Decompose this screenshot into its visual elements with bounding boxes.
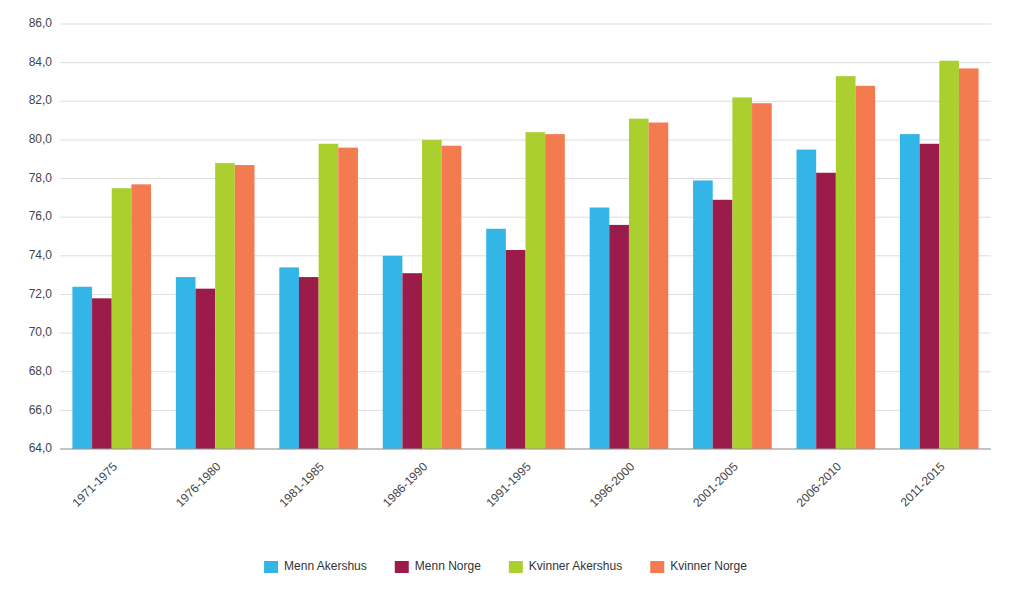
grid-line bbox=[60, 62, 991, 63]
bar-series bbox=[92, 144, 939, 449]
bar bbox=[131, 184, 151, 449]
bar-series bbox=[131, 68, 978, 449]
bar bbox=[609, 225, 629, 449]
chart-svg: 64,0 66,0 68,0 70,0 72,0 74,0 76,0 78,0 80,0 82,0… bbox=[0, 0, 1011, 589]
x-tick-label: 1981-1985 bbox=[276, 459, 327, 510]
bar bbox=[713, 200, 733, 449]
bar bbox=[442, 146, 462, 449]
bar bbox=[279, 267, 299, 449]
legend-swatch bbox=[509, 561, 523, 573]
x-axis-line bbox=[60, 449, 991, 450]
bar bbox=[732, 97, 752, 449]
bar bbox=[649, 123, 669, 449]
bar bbox=[176, 277, 196, 449]
legend-item: Menn Norge bbox=[395, 559, 481, 573]
y-tick-label: 82,0 bbox=[29, 93, 53, 107]
bar bbox=[752, 103, 772, 449]
bar bbox=[693, 180, 713, 449]
y-tick-label: 64,0 bbox=[29, 441, 53, 455]
x-tick-labels: 1971-1975 1976-1980 1981-1985 1986-1990 1991… bbox=[70, 459, 948, 510]
legend: Menn Akershus Menn Norge Kvinner Akershus K… bbox=[264, 559, 747, 573]
legend-swatch bbox=[650, 561, 664, 573]
bar bbox=[319, 144, 339, 449]
y-tick-label: 66,0 bbox=[29, 403, 53, 417]
bar bbox=[486, 229, 506, 449]
bar bbox=[215, 163, 235, 449]
y-tick-labels: 64,0 66,0 68,0 70,0 72,0 74,0 76,0 78,0 80,0 82,0… bbox=[29, 16, 53, 455]
bar bbox=[196, 289, 216, 449]
y-grid bbox=[60, 24, 991, 449]
y-tick-label: 76,0 bbox=[29, 209, 53, 223]
bar bbox=[422, 140, 442, 449]
bar bbox=[900, 134, 920, 449]
y-tick-label: 80,0 bbox=[29, 132, 53, 146]
legend-item: Kvinner Norge bbox=[650, 559, 747, 573]
bar-series bbox=[72, 134, 919, 449]
bar bbox=[939, 61, 959, 449]
bar bbox=[235, 165, 255, 449]
x-tick-label: 1986-1990 bbox=[380, 459, 431, 510]
legend-label: Menn Norge bbox=[415, 559, 481, 573]
y-tick-label: 68,0 bbox=[29, 364, 53, 378]
x-tick-label: 1976-1980 bbox=[173, 459, 224, 510]
legend-label: Kvinner Akershus bbox=[529, 559, 622, 573]
bar bbox=[72, 287, 92, 449]
bar bbox=[299, 277, 319, 449]
bar bbox=[383, 256, 403, 449]
grid-line bbox=[60, 24, 991, 25]
bar bbox=[959, 68, 979, 449]
x-tick-label: 1996-2000 bbox=[587, 459, 638, 510]
x-tick-label: 2006-2010 bbox=[794, 459, 845, 510]
bars bbox=[72, 61, 978, 449]
bar bbox=[797, 150, 817, 449]
bar-series bbox=[112, 61, 959, 449]
legend-label: Kvinner Norge bbox=[670, 559, 747, 573]
x-tick-label: 1971-1975 bbox=[70, 459, 121, 510]
bar bbox=[920, 144, 940, 449]
bar bbox=[836, 76, 856, 449]
legend-item: Menn Akershus bbox=[264, 559, 367, 573]
bar bbox=[629, 119, 649, 449]
y-tick-label: 86,0 bbox=[29, 16, 53, 30]
x-tick-label: 1991-1995 bbox=[483, 459, 534, 510]
y-tick-label: 78,0 bbox=[29, 171, 53, 185]
y-tick-label: 84,0 bbox=[29, 55, 53, 69]
bar bbox=[855, 86, 875, 449]
bar bbox=[545, 134, 565, 449]
bar bbox=[338, 148, 358, 449]
legend-swatch bbox=[264, 561, 278, 573]
grid-line bbox=[60, 449, 991, 450]
legend-item: Kvinner Akershus bbox=[509, 559, 622, 573]
x-tick-label: 2011-2015 bbox=[898, 459, 948, 509]
x-tick-label: 2001-2005 bbox=[690, 459, 741, 510]
y-tick-label: 74,0 bbox=[29, 248, 53, 262]
bar bbox=[506, 250, 526, 449]
bar bbox=[92, 298, 112, 449]
y-tick-label: 72,0 bbox=[29, 287, 53, 301]
legend-label: Menn Akershus bbox=[284, 559, 367, 573]
bar bbox=[402, 273, 422, 449]
bar bbox=[526, 132, 546, 449]
chart-container: 64,0 66,0 68,0 70,0 72,0 74,0 76,0 78,0 80,0 82,0… bbox=[0, 0, 1011, 589]
y-tick-label: 70,0 bbox=[29, 325, 53, 339]
legend-swatch bbox=[395, 561, 409, 573]
bar bbox=[112, 188, 132, 449]
bar bbox=[816, 173, 836, 449]
bar bbox=[590, 208, 610, 449]
